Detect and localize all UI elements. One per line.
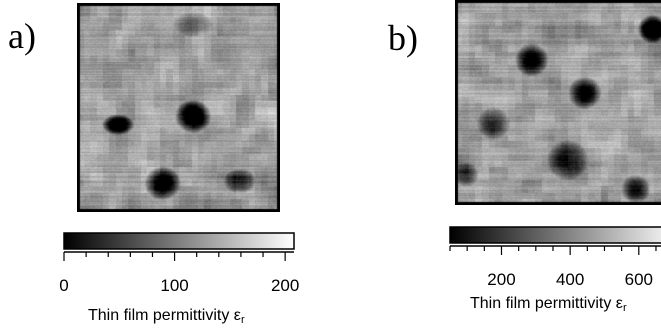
colorbar-tick-label: 600 [624, 270, 653, 289]
panel-a-colorbar-label-text: Thin film permittivity ε [88, 307, 241, 324]
panel-b-colorbar-label-text: Thin film permittivity ε [470, 295, 623, 312]
colorbar-tick-label: 200 [487, 270, 516, 289]
panel-a-permittivity-map [77, 3, 280, 212]
colorbar-gradient [449, 226, 661, 244]
panel-b-colorbar-label: Thin film permittivity εr [470, 296, 627, 314]
panel-a-colorbar-label-subscript: r [240, 314, 245, 326]
colorbar-tick-label: 200 [270, 276, 300, 295]
panel-b-colorbar-label-subscript: r [622, 302, 627, 314]
colorbar-gradient [63, 232, 295, 250]
panel-b-colorbar [449, 226, 661, 255]
colorbar-tick-label: 400 [555, 270, 585, 289]
panel-a-letter: a) [8, 16, 36, 56]
panel-a-colorbar-label: Thin film permittivity εr [88, 308, 245, 326]
colorbar-tick-label: 100 [160, 276, 189, 295]
colorbar-tick-label: 0 [59, 276, 69, 295]
panel-b-letter: b) [388, 18, 418, 58]
panel-b-permittivity-map [455, 0, 661, 205]
panel-a-colorbar [63, 232, 295, 261]
